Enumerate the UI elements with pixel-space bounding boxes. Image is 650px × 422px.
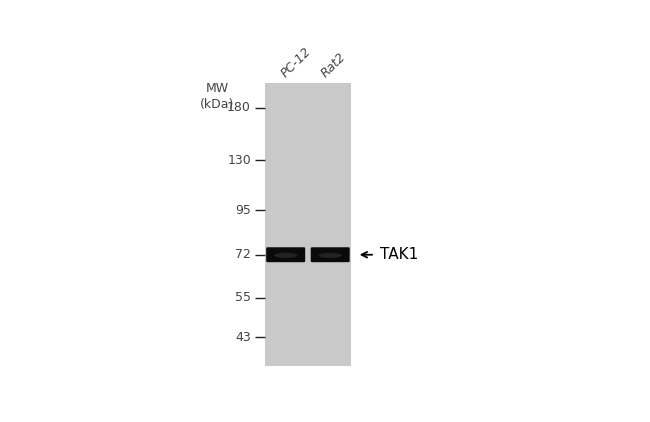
Bar [265,83,351,366]
FancyBboxPatch shape [266,247,305,262]
Text: 130: 130 [227,154,251,167]
Text: 180: 180 [227,101,251,114]
Ellipse shape [318,253,342,258]
Text: 95: 95 [235,204,251,217]
Text: MW
(kDa): MW (kDa) [200,81,235,111]
Text: 72: 72 [235,248,251,261]
Text: TAK1: TAK1 [380,247,418,262]
Text: 43: 43 [235,331,251,344]
FancyBboxPatch shape [311,247,350,262]
Text: PC-12: PC-12 [279,45,314,80]
Ellipse shape [274,253,297,258]
Text: 55: 55 [235,292,251,304]
Text: Rat2: Rat2 [318,50,348,80]
